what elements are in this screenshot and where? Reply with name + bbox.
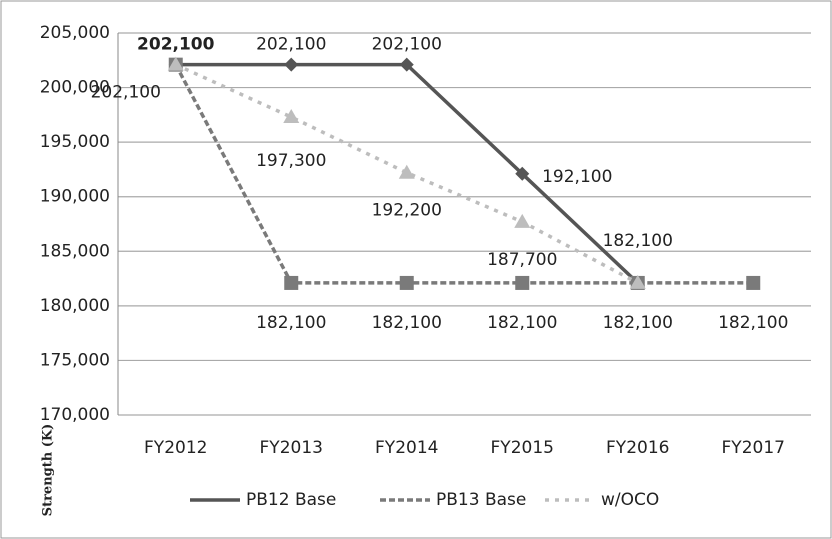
y-tick-label: 185,000 — [40, 241, 110, 261]
marker — [514, 213, 531, 228]
x-tick-label: FY2012 — [144, 438, 207, 458]
data-label: 192,200 — [372, 201, 442, 221]
data-label: 182,100 — [603, 231, 673, 251]
marker — [515, 275, 530, 290]
marker — [746, 275, 761, 290]
data-label: 202,100 — [137, 35, 215, 55]
data-label: 202,100 — [256, 35, 326, 55]
y-tick-label: 180,000 — [40, 296, 110, 316]
y-tick-label: 190,000 — [40, 187, 110, 207]
x-tick-label: FY2017 — [722, 438, 785, 458]
x-tick-label: FY2013 — [260, 438, 323, 458]
marker — [398, 164, 415, 179]
legend-label: PB13 Base — [436, 490, 526, 510]
marker — [399, 57, 414, 72]
data-label: 182,100 — [372, 313, 442, 333]
data-label: 182,100 — [487, 313, 557, 333]
legend-label: w/OCO — [601, 490, 659, 510]
x-tick-label: FY2014 — [375, 438, 438, 458]
y-tick-label: 200,000 — [40, 78, 110, 98]
data-label: 182,100 — [718, 313, 788, 333]
marker — [167, 56, 184, 71]
y-tick-label: 205,000 — [40, 23, 110, 43]
y-axis-title: Strength (K) — [41, 424, 56, 517]
legend-label: PB12 Base — [246, 490, 336, 510]
marker — [284, 275, 299, 290]
data-label: 182,100 — [603, 313, 673, 333]
data-label: 202,100 — [91, 83, 161, 103]
data-label: 192,100 — [542, 167, 612, 187]
marker — [515, 166, 530, 181]
marker — [629, 274, 646, 289]
y-tick-label: 170,000 — [40, 405, 110, 425]
data-label: 202,100 — [372, 35, 442, 55]
x-tick-label: FY2016 — [606, 438, 669, 458]
series-line — [174, 63, 754, 285]
marker — [283, 109, 300, 124]
y-tick-label: 195,000 — [40, 132, 110, 152]
data-label: 187,700 — [487, 250, 557, 270]
data-label: 197,300 — [256, 151, 326, 171]
marker — [399, 275, 414, 290]
data-label: 182,100 — [256, 313, 326, 333]
y-tick-label: 175,000 — [40, 350, 110, 370]
marker — [284, 57, 299, 72]
x-tick-label: FY2015 — [491, 438, 554, 458]
